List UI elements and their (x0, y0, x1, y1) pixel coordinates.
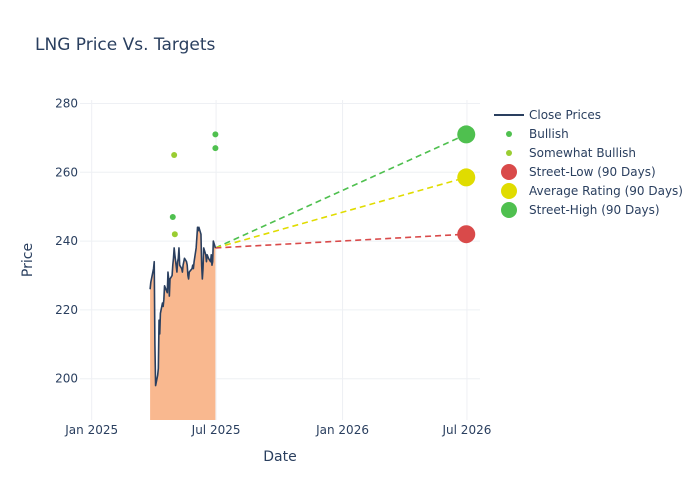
legend-marker-swatch (501, 164, 517, 180)
bullish-rating-point[interactable] (212, 145, 219, 152)
y-tick-label: 200 (55, 372, 78, 386)
legend-label: Close Prices (529, 108, 601, 122)
y-tick-label: 280 (55, 96, 78, 110)
legend[interactable]: Close Prices Bullish Somewhat Bullish Stree… (494, 108, 683, 218)
legend-marker-swatch (506, 131, 512, 137)
bullish-rating-point[interactable] (169, 213, 176, 220)
legend-label: Bullish (529, 127, 569, 141)
y-axis-title: Price (20, 243, 36, 277)
y-tick-label: 220 (55, 303, 78, 317)
street-high-target-line (215, 133, 467, 249)
y-axis-ticks: 200 220 240 260 280 (55, 96, 78, 385)
y-tick-label: 240 (55, 234, 78, 248)
x-tick-label: Jan 2026 (315, 423, 369, 437)
x-axis-ticks: Jan 2025 Jul 2025 Jan 2026 Jul 2026 (64, 423, 491, 437)
close-price-area (150, 227, 216, 420)
street-low-target-marker[interactable] (457, 225, 476, 244)
average-rating-target-line (215, 176, 467, 249)
close-price-fill (150, 227, 216, 420)
grid-lines (80, 100, 480, 420)
target-lines (215, 133, 467, 249)
legend-item-average-rating-90-days[interactable]: Average Rating (90 Days) (501, 183, 683, 199)
somewhat-bullish-rating-point[interactable] (171, 152, 178, 159)
x-tick-label: Jan 2025 (64, 423, 118, 437)
x-tick-label: Jul 2025 (191, 423, 241, 437)
close-price-line (149, 226, 217, 387)
legend-label: Average Rating (90 Days) (529, 184, 683, 198)
legend-marker-swatch (506, 150, 512, 156)
chart-title: LNG Price Vs. Targets (35, 35, 216, 55)
legend-marker-swatch (501, 202, 517, 218)
street-high-target-marker[interactable] (457, 125, 476, 144)
legend-item-bullish[interactable]: Bullish (506, 127, 569, 141)
legend-marker-swatch (501, 183, 517, 199)
bullish-rating-point[interactable] (212, 131, 219, 138)
legend-item-street-high-90-days[interactable]: Street-High (90 Days) (501, 202, 660, 218)
legend-item-close-prices[interactable]: Close Prices (494, 108, 601, 122)
rating-markers (169, 125, 476, 244)
x-axis-title: Date (263, 449, 296, 465)
y-tick-label: 260 (55, 165, 78, 179)
street-low-target-line (215, 233, 467, 249)
x-tick-label: Jul 2026 (442, 423, 492, 437)
legend-label: Street-High (90 Days) (529, 203, 660, 217)
legend-label: Somewhat Bullish (529, 146, 636, 160)
average-rating-target-marker[interactable] (457, 168, 476, 187)
legend-label: Street-Low (90 Days) (529, 165, 656, 179)
legend-item-somewhat-bullish[interactable]: Somewhat Bullish (506, 146, 636, 160)
close-price-path (149, 226, 217, 387)
somewhat-bullish-rating-point[interactable] (171, 231, 178, 238)
legend-item-street-low-90-days[interactable]: Street-Low (90 Days) (501, 164, 656, 180)
plot-area (80, 100, 480, 420)
